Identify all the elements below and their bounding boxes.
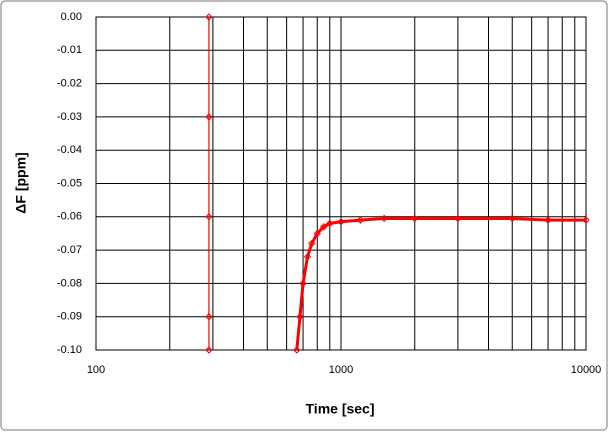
y-tick-label: -0.03 <box>57 111 82 123</box>
x-tick-label: 10000 <box>571 364 602 376</box>
y-tick-label: -0.09 <box>57 311 82 323</box>
y-tick-label: -0.04 <box>57 144 82 156</box>
data-point <box>320 223 328 231</box>
y-tick-label: -0.02 <box>57 78 82 90</box>
data-point <box>544 216 552 224</box>
data-point <box>303 253 312 261</box>
y-tick-label: -0.01 <box>57 44 82 56</box>
data-point <box>293 346 301 354</box>
data-point <box>454 214 462 223</box>
data-point <box>299 279 307 288</box>
data-point <box>326 219 334 228</box>
x-axis-label: Time [sec] <box>306 401 375 417</box>
y-tick-label: -0.05 <box>57 177 82 189</box>
data-point <box>356 216 365 224</box>
data-point <box>205 312 213 321</box>
data-point <box>411 214 419 223</box>
data-point <box>205 213 213 221</box>
data-point <box>337 218 345 226</box>
x-tick-label: 1000 <box>329 364 353 376</box>
y-axis-label: ΔF [ppm] <box>13 152 29 213</box>
y-tick-label: -0.07 <box>57 244 82 256</box>
data-point <box>296 312 304 321</box>
data-point <box>380 214 388 223</box>
series-line <box>295 216 586 351</box>
y-tick-label: 0.00 <box>61 11 82 23</box>
data-point <box>508 214 516 223</box>
y-tick-label: -0.10 <box>57 344 82 356</box>
data-point <box>205 13 213 21</box>
data-point <box>308 239 316 248</box>
data-point <box>205 113 213 121</box>
data-point <box>582 216 590 224</box>
y-tick-label: -0.06 <box>57 211 82 223</box>
y-tick-label: -0.08 <box>57 277 82 289</box>
data-point <box>313 229 321 238</box>
data-point <box>205 346 213 354</box>
x-tick-label: 100 <box>87 364 105 376</box>
